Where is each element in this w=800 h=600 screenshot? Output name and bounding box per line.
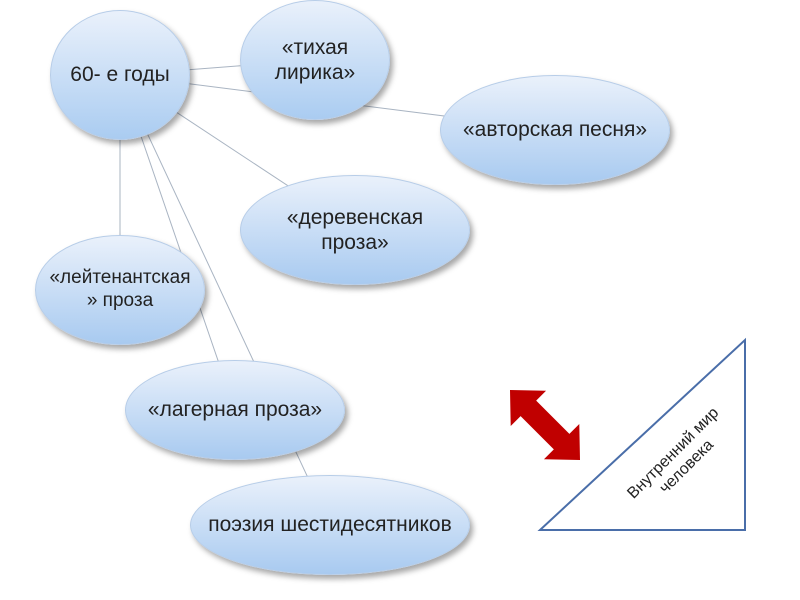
- node-label: «лейтенантская» проза: [46, 267, 194, 313]
- node-tikhaya: «тихая лирика»: [240, 0, 390, 120]
- diagram-canvas: 60- е годы «тихая лирика» «авторская песня…: [0, 0, 800, 600]
- node-lagernaya: «лагерная проза»: [125, 360, 345, 460]
- node-label: «тихая лирика»: [251, 35, 379, 85]
- node-center: 60- е годы: [50, 10, 190, 140]
- node-label: поэзия шестидесятников: [208, 512, 451, 537]
- node-poeziya: поэзия шестидесятников: [190, 475, 470, 575]
- node-label: 60- е годы: [70, 62, 169, 87]
- node-label: «деревенская проза»: [251, 205, 459, 255]
- node-label: «авторская песня»: [463, 117, 647, 142]
- node-derevenskaya: «деревенская проза»: [240, 175, 470, 285]
- node-label: «лагерная проза»: [148, 397, 322, 422]
- node-leitenantskaya: «лейтенантская» проза: [35, 235, 205, 345]
- double-arrow: [510, 390, 580, 460]
- node-avtorskaya: «авторская песня»: [440, 75, 670, 185]
